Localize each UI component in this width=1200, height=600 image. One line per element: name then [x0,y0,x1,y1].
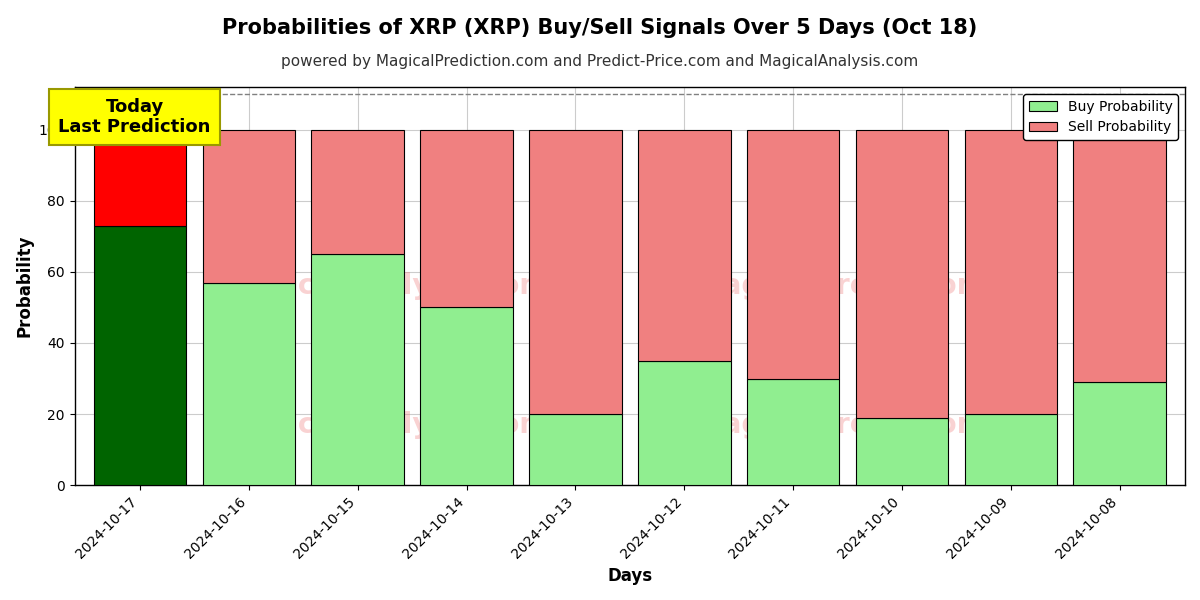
Text: MagicalAnalysis.com: MagicalAnalysis.com [222,412,548,439]
Bar [965,414,1057,485]
Bar [856,418,948,485]
Bar [94,130,186,226]
Bar [965,130,1057,414]
Bar [94,226,186,485]
Text: MagicalPrediction.com: MagicalPrediction.com [696,412,1052,439]
Bar [420,307,512,485]
Bar [203,283,295,485]
Bar [420,130,512,307]
Bar [856,130,948,418]
Bar [638,361,731,485]
Bar [638,130,731,361]
Bar [529,414,622,485]
Text: Probabilities of XRP (XRP) Buy/Sell Signals Over 5 Days (Oct 18): Probabilities of XRP (XRP) Buy/Sell Sign… [222,18,978,38]
Text: MagicalAnalysis.com: MagicalAnalysis.com [222,272,548,300]
X-axis label: Days: Days [607,567,653,585]
Bar [1074,130,1166,382]
Bar [529,130,622,414]
Bar [312,254,404,485]
Text: Today
Last Prediction: Today Last Prediction [59,98,211,136]
Text: powered by MagicalPrediction.com and Predict-Price.com and MagicalAnalysis.com: powered by MagicalPrediction.com and Pre… [281,54,919,69]
Bar [1074,382,1166,485]
Y-axis label: Probability: Probability [16,235,34,337]
Bar [312,130,404,254]
Legend: Buy Probability, Sell Probability: Buy Probability, Sell Probability [1024,94,1178,140]
Text: MagicalPrediction.com: MagicalPrediction.com [696,272,1052,300]
Bar [746,379,839,485]
Bar [203,130,295,283]
Bar [746,130,839,379]
